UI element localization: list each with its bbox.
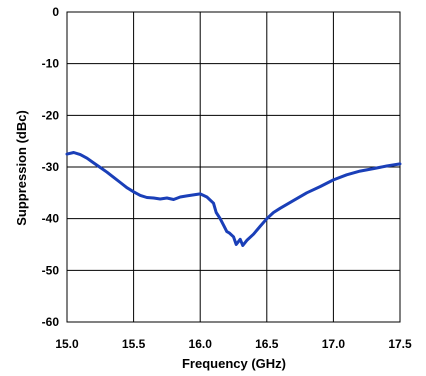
grid bbox=[66, 11, 401, 323]
y-tick-label: -30 bbox=[42, 160, 60, 174]
y-tick-label: -20 bbox=[42, 108, 60, 122]
y-tick-label: -40 bbox=[42, 212, 60, 226]
y-tick-label: -60 bbox=[42, 315, 60, 329]
x-tick-label: 16.0 bbox=[189, 337, 213, 351]
plot-frame bbox=[66, 11, 401, 323]
x-tick-label: 15.0 bbox=[55, 337, 79, 351]
x-tick-label: 16.5 bbox=[255, 337, 279, 351]
x-axis-label: Frequency (GHz) bbox=[182, 356, 286, 371]
x-tick-label: 15.5 bbox=[122, 337, 146, 351]
series-line bbox=[65, 151, 402, 247]
y-tick-label: -10 bbox=[42, 57, 60, 71]
x-tick-label: 17.0 bbox=[322, 337, 346, 351]
x-tick-label: 17.5 bbox=[388, 337, 412, 351]
y-tick-label: 0 bbox=[52, 5, 59, 19]
y-tick-label: -50 bbox=[42, 263, 60, 277]
x-tick-labels: 15.0 15.5 16.0 16.5 17.0 17.5 bbox=[55, 337, 412, 351]
y-tick-labels: 0 -10 -20 -30 -40 -50 -60 bbox=[42, 5, 60, 329]
y-axis-label: Suppression (dBc) bbox=[14, 110, 29, 226]
series-layer bbox=[65, 151, 402, 247]
